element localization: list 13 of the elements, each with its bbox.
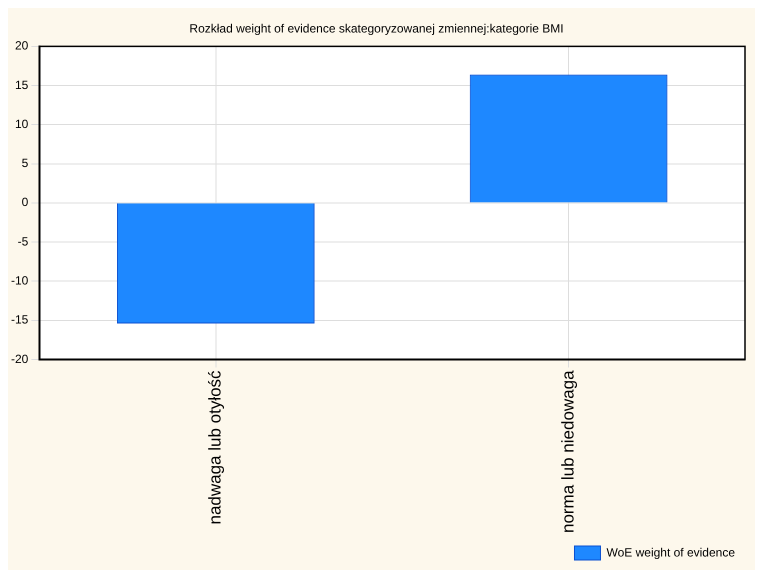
chart-title: Rozkład weight of evidence skategoryzowanej zmiennej:kategorie BMI <box>189 22 564 36</box>
y-tick-label: 5 <box>22 156 29 170</box>
y-tick-label: -5 <box>18 234 29 248</box>
y-tick-label: 20 <box>14 38 29 53</box>
y-tick-label: 10 <box>14 116 29 131</box>
y-tick-label: 0 <box>22 195 29 210</box>
y-tick-label: 15 <box>14 78 29 92</box>
y-tick-label: -20 <box>11 352 29 366</box>
legend-label: WoE weight of evidence <box>606 545 736 560</box>
y-tick-label: -10 <box>11 273 29 288</box>
x-tick-label: nadwaga lub otyłość <box>205 370 224 524</box>
x-tick-label: norma lub niedowaga <box>558 370 578 534</box>
y-tick-label: -15 <box>11 312 29 327</box>
